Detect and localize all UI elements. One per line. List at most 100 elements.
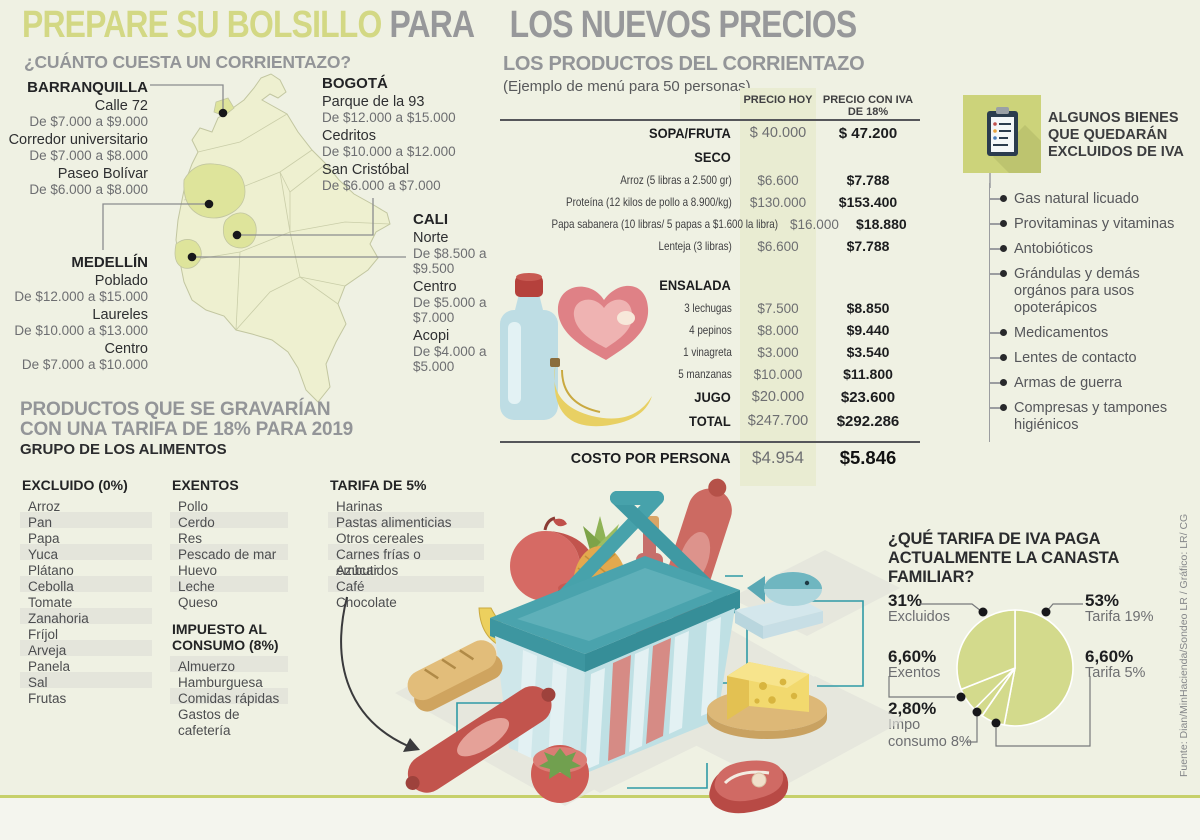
menu-row-price-today: $20.000	[751, 389, 805, 405]
pie-pct: 2,80%	[888, 699, 937, 718]
tomato-icon	[531, 745, 589, 803]
food-item: Queso	[178, 595, 218, 610]
food-item: Arroz	[28, 499, 61, 514]
menu-row-price-today: $8.000	[757, 322, 799, 338]
spot-price-range: De $4.000 a $5.000	[413, 344, 487, 374]
food-item: Plátano	[28, 563, 74, 578]
menu-row-price-iva: $23.600	[840, 388, 896, 406]
food-item: Arveja	[20, 640, 152, 658]
price-spot: Acopi De $4.000 a $5.000	[413, 328, 495, 375]
menu-row-price-today: $130.000	[749, 194, 807, 210]
spot-label: Acopi	[413, 328, 450, 344]
city-name: CALI	[413, 211, 448, 228]
menu-row-price-iva: $3.540	[846, 344, 890, 360]
menu-table-heading: LOS PRODUCTOS DEL CORRIENTAZO	[503, 53, 865, 75]
excluded-good-item: Grándulas y demás orgános para usos opot…	[990, 266, 1187, 317]
spot-price-range: De $10.000 a $12.000	[322, 144, 456, 159]
food-item: Huevo	[178, 563, 218, 578]
tax-section-title: PRODUCTOS QUE SE GRAVARÍAN CON UNA TARIF…	[20, 400, 353, 440]
spot-price-range: De $10.000 a $13.000	[14, 323, 148, 338]
food-item: Carnes frías o embutidos	[328, 544, 484, 578]
menu-row: TOTAL $247.700 $292.286	[500, 409, 920, 433]
fish-icon	[735, 572, 823, 639]
menu-row-label: 1 vinagreta	[683, 345, 732, 359]
price-today-column-strip	[740, 88, 816, 486]
food-column-exentos: EXENTOS Pollo Cerdo Res Pescado de mar Huevo…	[170, 477, 288, 738]
menu-row: Arroz (5 libras a 2.500 gr) $6.600 $7.78…	[500, 169, 920, 191]
spot-label: Laureles	[92, 307, 148, 323]
spot-price-range: De $6.000 a $8.000	[29, 182, 148, 197]
menu-row-label: SOPA/FRUTA	[648, 125, 731, 141]
consumo-tax-block: IMPUESTO AL CONSUMO (8%) Almuerzo Hamburg…	[170, 621, 288, 738]
cost-per-person-row: COSTO POR PERSONA $4.954 $5.846	[500, 441, 920, 471]
menu-row: Papa sabanera (10 libras/ 5 papas a $1.6…	[500, 213, 920, 235]
price-spot: Cedritos De $10.000 a $12.000	[322, 129, 462, 160]
bottom-accent-line	[0, 795, 1200, 798]
food-item: Panela	[28, 659, 71, 674]
cost-per-person-today: $4.954	[752, 448, 804, 467]
food-item: Zanahoria	[20, 608, 152, 626]
city-name: MEDELLÍN	[71, 254, 148, 271]
cheese-icon	[707, 662, 827, 739]
page-title: PREPARE SU BOLSILLO PARA LOS NUEVOS PREC…	[22, 4, 857, 47]
pie-cat: Excluidos	[888, 609, 951, 625]
menu-row-label: JUGO	[694, 389, 731, 405]
page-title-gray-1: PARA	[389, 4, 474, 46]
menu-row-label: Arroz (5 libras a 2.500 gr)	[620, 173, 732, 187]
spot-price-range: De $7.000 a $9.000	[29, 114, 148, 129]
menu-row-price-iva: $153.400	[838, 194, 898, 210]
tax-section-subtitle: GRUPO DE LOS ALIMENTOS	[20, 441, 227, 458]
spot-price-range: De $5.000 a $7.000	[413, 295, 487, 325]
menu-table-subheading: (Ejemplo de menú para 50 personas)	[503, 78, 751, 95]
food-item: Tomate	[28, 595, 73, 610]
food-column-header: TARIFA DE 5%	[330, 477, 427, 493]
city-name: BOGOTÁ	[322, 75, 388, 92]
spot-label: Paseo Bolívar	[57, 166, 148, 182]
pie-pct: 31%	[888, 591, 923, 610]
menu-row-price-iva: $8.850	[846, 300, 890, 316]
menu-row-price-today: $3.000	[757, 344, 799, 360]
excluded-good-item: Compresas y tampones higiénicos	[990, 400, 1187, 434]
food-item: Yuca	[20, 544, 152, 562]
spot-label: Parque de la 93	[322, 94, 425, 110]
food-column-excluido: EXCLUIDO (0%) Arroz Pan Papa Yuca Plátano Ceb…	[20, 477, 152, 706]
menu-row-price-today: $6.600	[757, 238, 799, 254]
city-block-medellin: MEDELLÍN Poblado De $12.000 a $15.000 La…	[0, 255, 148, 372]
consumo-items: Almuerzo Hamburguesa Comidas rápidas Gastos…	[170, 656, 288, 738]
city-block-cali: CALI Norte De $8.500 a $9.500 Centro De …	[413, 212, 495, 374]
meat-icon	[709, 760, 789, 814]
food-item: Cerdo	[170, 512, 288, 530]
grocery-basket-illustration	[395, 478, 905, 814]
menu-row-price-today: $10.000	[753, 366, 803, 382]
spot-price-range: De $12.000 a $15.000	[322, 110, 456, 125]
menu-row-label: Proteína (12 kilos de pollo a 8.900/kg)	[566, 195, 732, 209]
pie-label-excluidos: 31% Excluidos	[888, 592, 972, 626]
excluded-panel-square	[963, 95, 1041, 173]
col-header-precio-hoy: PRECIO HOY	[743, 94, 813, 106]
menu-row-price-iva: $7.788	[846, 172, 890, 188]
price-spot: Centro De $5.000 a $7.000	[413, 280, 495, 326]
menu-rows: SOPA/FRUTA $ 40.000 $ 47.200 SECO Arroz …	[500, 121, 920, 433]
menu-row-label: 4 pepinos	[689, 323, 732, 337]
food-item: Azúcar	[336, 563, 379, 578]
cost-per-person-label: COSTO POR PERSONA	[570, 449, 731, 467]
ham-icon	[557, 285, 649, 360]
cost-per-person-iva: $5.846	[839, 447, 897, 468]
excluded-goods-list: Gas natural licuado Provitaminas y vitami…	[989, 183, 1187, 442]
food-item: Otros cereales	[336, 531, 424, 546]
food-item: Café	[328, 576, 484, 594]
menu-price-table: PRECIO HOY PRECIO CON IVA DE 18% SOPA/FR…	[500, 88, 920, 486]
map-section-heading: ¿CUÁNTO CUESTA UN CORRIENTAZO?	[24, 52, 351, 72]
spot-price-range: De $8.500 a $9.500	[413, 246, 487, 276]
menu-row-price-today: $7.500	[757, 300, 799, 316]
colombia-outline	[175, 73, 391, 403]
bread-icon	[407, 640, 503, 712]
spot-label: Corredor universitario	[8, 132, 148, 148]
menu-row-label: 3 lechugas	[684, 301, 732, 315]
menu-table-header: PRECIO HOY PRECIO CON IVA DE 18%	[500, 88, 920, 121]
spot-label: Calle 72	[94, 98, 148, 114]
spot-price-range: De $7.000 a $10.000	[21, 357, 148, 372]
city-block-bogota: BOGOTÁ Parque de la 93 De $12.000 a $15.…	[322, 76, 462, 193]
menu-row: ENSALADA	[500, 273, 920, 297]
price-spot: Norte De $8.500 a $9.500	[413, 231, 495, 277]
